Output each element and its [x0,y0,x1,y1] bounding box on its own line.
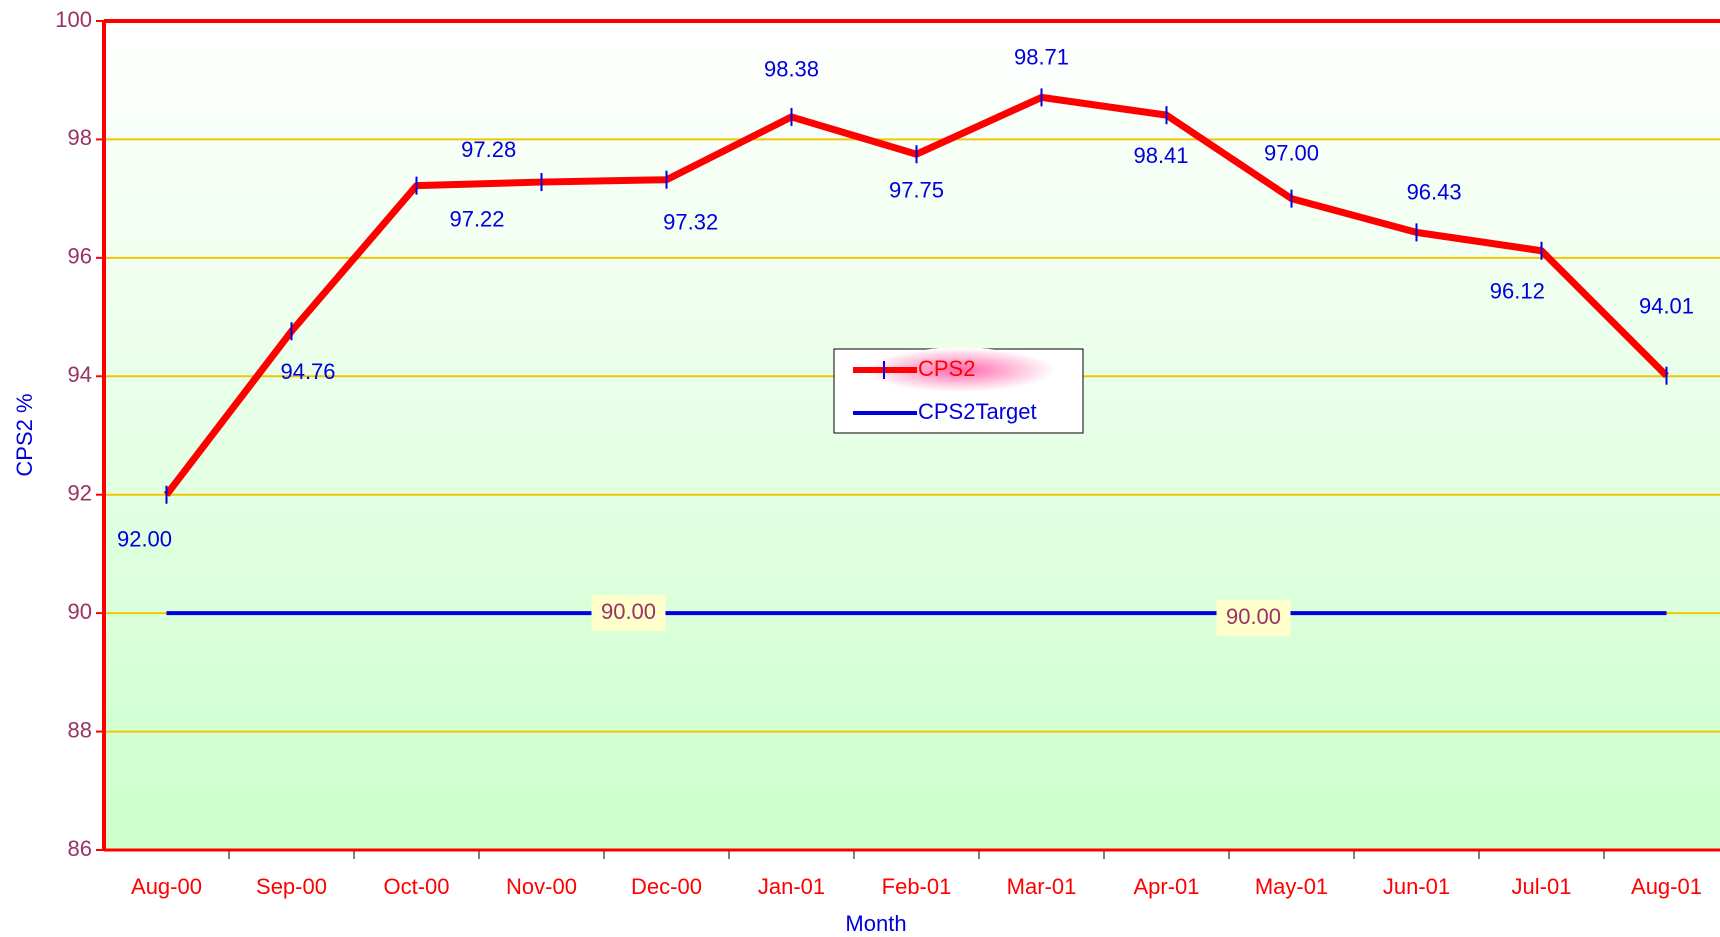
x-tick-label: Jan-01 [758,874,825,899]
x-tick-label: Jun-01 [1383,874,1450,899]
y-tick-label: 90 [68,599,92,624]
data-label: 97.00 [1264,140,1319,165]
x-tick-label: Aug-00 [131,874,202,899]
x-tick-label: Mar-01 [1007,874,1077,899]
y-tick-label: 86 [68,836,92,861]
data-label: 96.12 [1490,278,1545,303]
y-tick-label: 88 [68,717,92,742]
x-tick-label: Jul-01 [1512,874,1572,899]
data-label: 92.00 [117,527,172,552]
x-tick-label: Aug-01 [1631,874,1702,899]
data-label: 97.32 [663,210,718,235]
x-axis-title: Month [845,911,906,936]
data-label: 97.28 [461,137,516,162]
data-label: 98.41 [1133,143,1188,168]
data-label: 90.00 [1226,604,1281,629]
legend-label: CPS2Target [918,399,1037,424]
plot-area [104,21,1720,850]
x-tick-label: Sep-00 [256,874,327,899]
y-tick-label: 98 [68,125,92,150]
data-label: 98.38 [764,57,819,82]
data-label: 97.75 [889,177,944,202]
legend: CPS2 CPS2Target [833,348,1084,434]
y-tick-label: 100 [55,7,92,32]
data-label-box [591,595,666,632]
data-label: 98.71 [1014,45,1069,70]
data-label: 97.22 [449,207,504,232]
data-label: 94.01 [1639,293,1694,318]
legend-label: CPS2 [918,356,975,381]
data-label: 90.00 [601,599,656,624]
x-tick-label: Apr-01 [1133,874,1199,899]
y-tick-label: 92 [68,481,92,506]
y-tick-label: 96 [68,244,92,269]
y-axis-title: CPS2 % [12,393,37,476]
data-label-box [1216,600,1291,637]
x-tick-label: Dec-00 [631,874,702,899]
data-label: 94.76 [280,359,335,384]
x-tick-label: Nov-00 [506,874,577,899]
data-label: 96.43 [1407,180,1462,205]
legend-glow [865,348,1055,392]
x-tick-label: Oct-00 [383,874,449,899]
x-tick-label: Feb-01 [882,874,952,899]
x-tick-label: May-01 [1255,874,1328,899]
y-tick-label: 94 [68,362,92,387]
